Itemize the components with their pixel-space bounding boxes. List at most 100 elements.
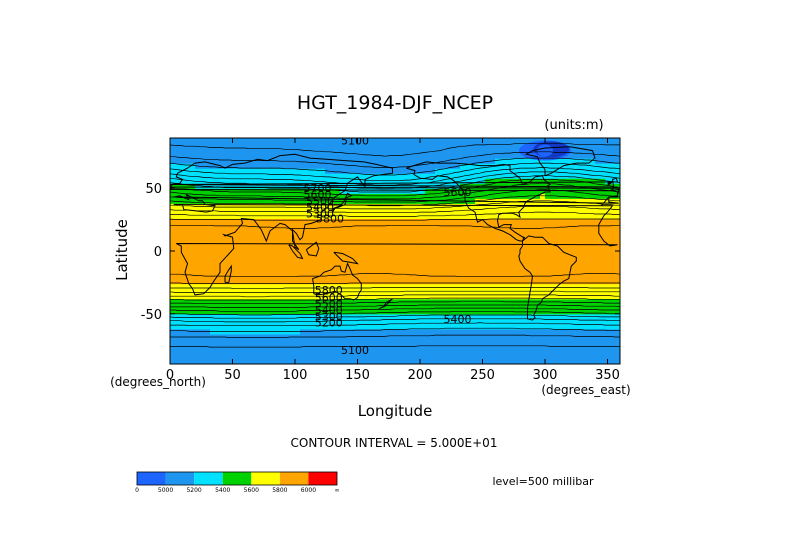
field-cell	[335, 138, 341, 144]
field-cell	[225, 168, 231, 174]
field-cell	[410, 248, 416, 255]
field-cell	[360, 173, 366, 179]
field-cell	[185, 263, 191, 270]
field-cell	[440, 258, 446, 265]
field-cell	[550, 208, 556, 214]
field-cell	[325, 138, 331, 144]
field-cell	[335, 303, 341, 310]
field-cell	[270, 278, 276, 285]
field-cell	[335, 358, 341, 364]
field-cell	[295, 323, 301, 330]
colorbar-swatch	[194, 472, 223, 485]
field-cell	[385, 248, 391, 255]
field-cell	[485, 218, 491, 224]
field-cell	[545, 213, 551, 219]
field-cell	[515, 203, 521, 209]
field-cell	[325, 218, 331, 224]
field-cell	[470, 153, 476, 159]
field-cell	[185, 353, 191, 360]
field-cell	[480, 328, 486, 335]
field-cell	[430, 313, 436, 320]
field-cell	[510, 278, 516, 285]
field-cell	[540, 158, 546, 164]
field-cell	[350, 228, 356, 235]
colorbar-swatch	[137, 472, 166, 485]
field-cell	[345, 278, 351, 285]
field-cell	[285, 358, 291, 364]
field-cell	[375, 308, 381, 315]
field-cell	[390, 263, 396, 270]
field-cell	[385, 358, 391, 364]
field-cell	[210, 263, 216, 270]
field-cell	[465, 188, 471, 194]
field-cell	[420, 278, 426, 285]
field-cell	[265, 303, 271, 310]
field-cell	[560, 238, 566, 245]
field-cell	[600, 198, 606, 204]
field-cell	[180, 278, 186, 285]
field-cell	[605, 278, 611, 285]
field-cell	[195, 263, 201, 270]
field-cell	[495, 193, 501, 199]
field-cell	[180, 153, 186, 159]
field-cell	[385, 158, 391, 164]
field-cell	[465, 318, 471, 325]
field-cell	[365, 238, 371, 245]
field-cell	[560, 168, 566, 174]
field-cell	[520, 258, 526, 265]
field-cell	[205, 193, 211, 199]
field-cell	[350, 203, 356, 209]
field-cell	[510, 153, 516, 159]
field-cell	[515, 278, 521, 285]
field-cell	[210, 238, 216, 245]
field-cell	[445, 248, 451, 255]
field-cell	[325, 188, 331, 194]
field-cell	[520, 303, 526, 310]
field-cell	[275, 263, 281, 270]
field-cell	[515, 243, 521, 250]
field-cell	[295, 258, 301, 265]
field-cell	[435, 138, 441, 144]
field-cell	[230, 278, 236, 285]
field-cell	[175, 218, 181, 224]
field-cell	[250, 138, 256, 144]
field-cell	[355, 338, 361, 345]
field-cell	[495, 223, 501, 229]
field-cell	[535, 348, 541, 355]
field-cell	[245, 343, 251, 350]
field-cell	[205, 158, 211, 164]
field-cell	[430, 303, 436, 310]
field-cell	[480, 338, 486, 345]
field-cell	[280, 303, 286, 310]
field-cell	[290, 338, 296, 345]
field-cell	[390, 293, 396, 300]
field-cell	[195, 153, 201, 159]
field-cell	[335, 173, 341, 179]
field-cell	[485, 193, 491, 199]
field-cell	[250, 238, 256, 245]
field-cell	[220, 348, 226, 355]
field-cell	[290, 168, 296, 174]
field-cell	[455, 243, 461, 250]
field-cell	[480, 263, 486, 270]
field-cell	[205, 233, 211, 240]
field-cell	[305, 233, 311, 240]
field-cell	[275, 188, 281, 194]
field-cell	[420, 303, 426, 310]
field-cell	[260, 303, 266, 310]
field-cell	[170, 168, 176, 174]
field-cell	[600, 338, 606, 345]
field-cell	[580, 208, 586, 214]
field-cell	[465, 338, 471, 345]
field-cell	[195, 138, 201, 144]
field-cell	[595, 283, 601, 290]
field-cell	[170, 188, 176, 194]
field-cell	[575, 168, 581, 174]
field-cell	[465, 243, 471, 250]
field-cell	[315, 263, 321, 270]
field-cell	[485, 338, 491, 345]
field-cell	[585, 183, 591, 189]
field-cell	[515, 248, 521, 255]
field-cell	[205, 218, 211, 224]
field-cell	[170, 183, 176, 189]
